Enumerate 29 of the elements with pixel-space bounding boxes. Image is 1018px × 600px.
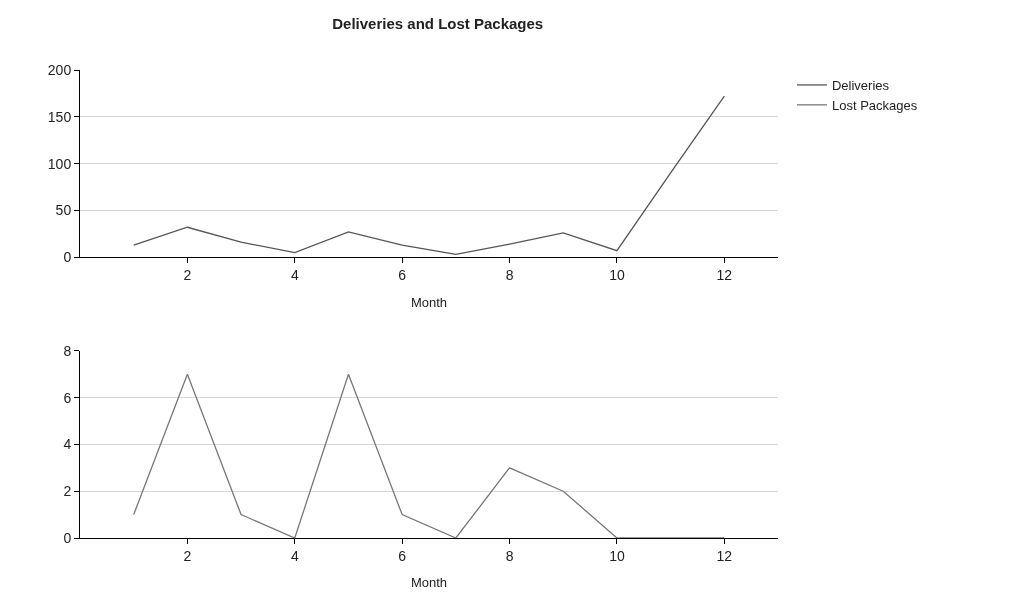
x-tick-label: 2 xyxy=(183,267,192,283)
y-tick-label: 100 xyxy=(47,155,72,172)
x-tick-label: 4 xyxy=(290,267,299,283)
y-tick-label: 200 xyxy=(47,61,72,78)
x-tick-label: 12 xyxy=(716,267,733,283)
x-tick-label: 12 xyxy=(716,547,733,564)
x-tick-label: 2 xyxy=(183,547,192,564)
x-tick-label: 10 xyxy=(609,547,625,564)
x-tick-label: 6 xyxy=(398,267,407,283)
x-tick-label: 10 xyxy=(609,267,625,283)
y-tick-label: 150 xyxy=(47,108,72,125)
y-tick-label: 50 xyxy=(55,202,72,219)
legend-label: Deliveries xyxy=(831,78,890,94)
chart-title: Deliveries and Lost Packages xyxy=(332,14,544,32)
x-tick-label: 8 xyxy=(505,267,514,283)
y-tick-label: 0 xyxy=(63,249,72,266)
y-tick-label: 4 xyxy=(63,436,72,453)
line-series xyxy=(133,373,725,538)
x-axis-title: Month xyxy=(410,575,448,591)
y-tick-label: 2 xyxy=(63,483,72,500)
x-tick-label: 4 xyxy=(290,547,299,564)
legend-label: Lost Packages xyxy=(831,97,918,113)
x-tick-label: 8 xyxy=(505,547,514,564)
line-series xyxy=(133,95,725,256)
y-tick-label: 6 xyxy=(63,389,72,406)
x-tick-label: 6 xyxy=(398,547,407,564)
y-tick-label: 0 xyxy=(63,529,72,546)
y-tick-label: 8 xyxy=(63,342,72,359)
x-axis-title: Month xyxy=(410,294,448,310)
